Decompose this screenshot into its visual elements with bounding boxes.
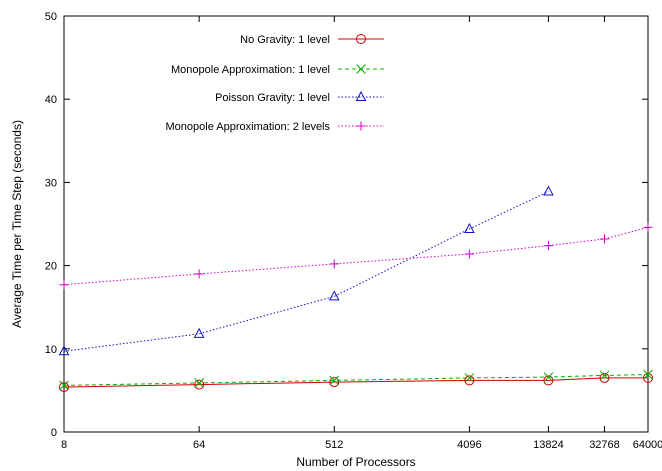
data-point [543,375,554,386]
data-point [543,241,553,251]
legend-label: Monopole Approximation: 2 levels [166,121,331,133]
y-tick-label: 20 [45,261,57,273]
x-tick-label: 64 [193,439,205,451]
data-point [329,375,340,386]
legend-label: No Gravity: 1 level [240,34,330,46]
data-point [328,290,340,301]
data-point [59,380,69,391]
y-tick-label: 40 [45,94,57,106]
data-point [193,327,205,338]
legend-marker [356,121,366,131]
legend-marker [356,64,366,74]
legend-label: Monopole Approximation: 1 level [171,64,330,76]
legend-marker [355,90,367,101]
data-point [194,378,204,388]
series-line [63,226,649,286]
series-line [63,377,648,388]
x-tick-label: 64000 [633,439,662,451]
series-4 [59,222,653,290]
data-point [464,249,474,259]
data-point [464,375,475,386]
data-point [543,185,554,196]
x-tick-label: 512 [325,439,343,451]
x-tick-label: 32768 [589,439,620,451]
x-axis-label: Number of Processors [296,455,415,469]
data-point [643,369,653,380]
data-point [600,234,609,244]
x-axis: 8 64 512 4096 13824 32768 64000 [61,16,662,451]
y-axis-label: Average Time per Time Step (seconds) [10,120,24,328]
y-tick-label: 50 [45,11,57,23]
series-3 [58,185,554,356]
legend-marker [356,34,366,44]
data-point [643,372,653,383]
y-axis: 0 10 20 30 40 50 [45,11,648,439]
y-tick-label: 0 [51,427,57,439]
x-tick-label: 13824 [533,439,564,451]
plot-frame [63,15,649,433]
data-point [599,372,610,383]
data-point [464,373,475,383]
data-point [329,377,340,388]
legend-label: Poisson Gravity: 1 level [215,92,330,104]
data-point [464,222,475,233]
data-point [543,372,554,382]
data-point [58,345,70,356]
data-point [643,222,653,232]
y-tick-label: 10 [45,344,57,356]
series-layer [58,185,653,393]
y-tick-label: 30 [45,177,57,189]
series-line [63,191,549,352]
data-point [59,382,69,393]
data-point [59,280,69,290]
legend: No Gravity: 1 level Monopole Approximatio… [166,34,384,133]
x-tick-label: 4096 [457,439,481,451]
series-1 [59,372,653,393]
data-point [194,269,204,279]
data-point [329,259,339,269]
series-2 [59,369,653,391]
data-point [194,379,205,390]
data-point [599,370,610,381]
x-tick-label: 8 [61,439,67,451]
